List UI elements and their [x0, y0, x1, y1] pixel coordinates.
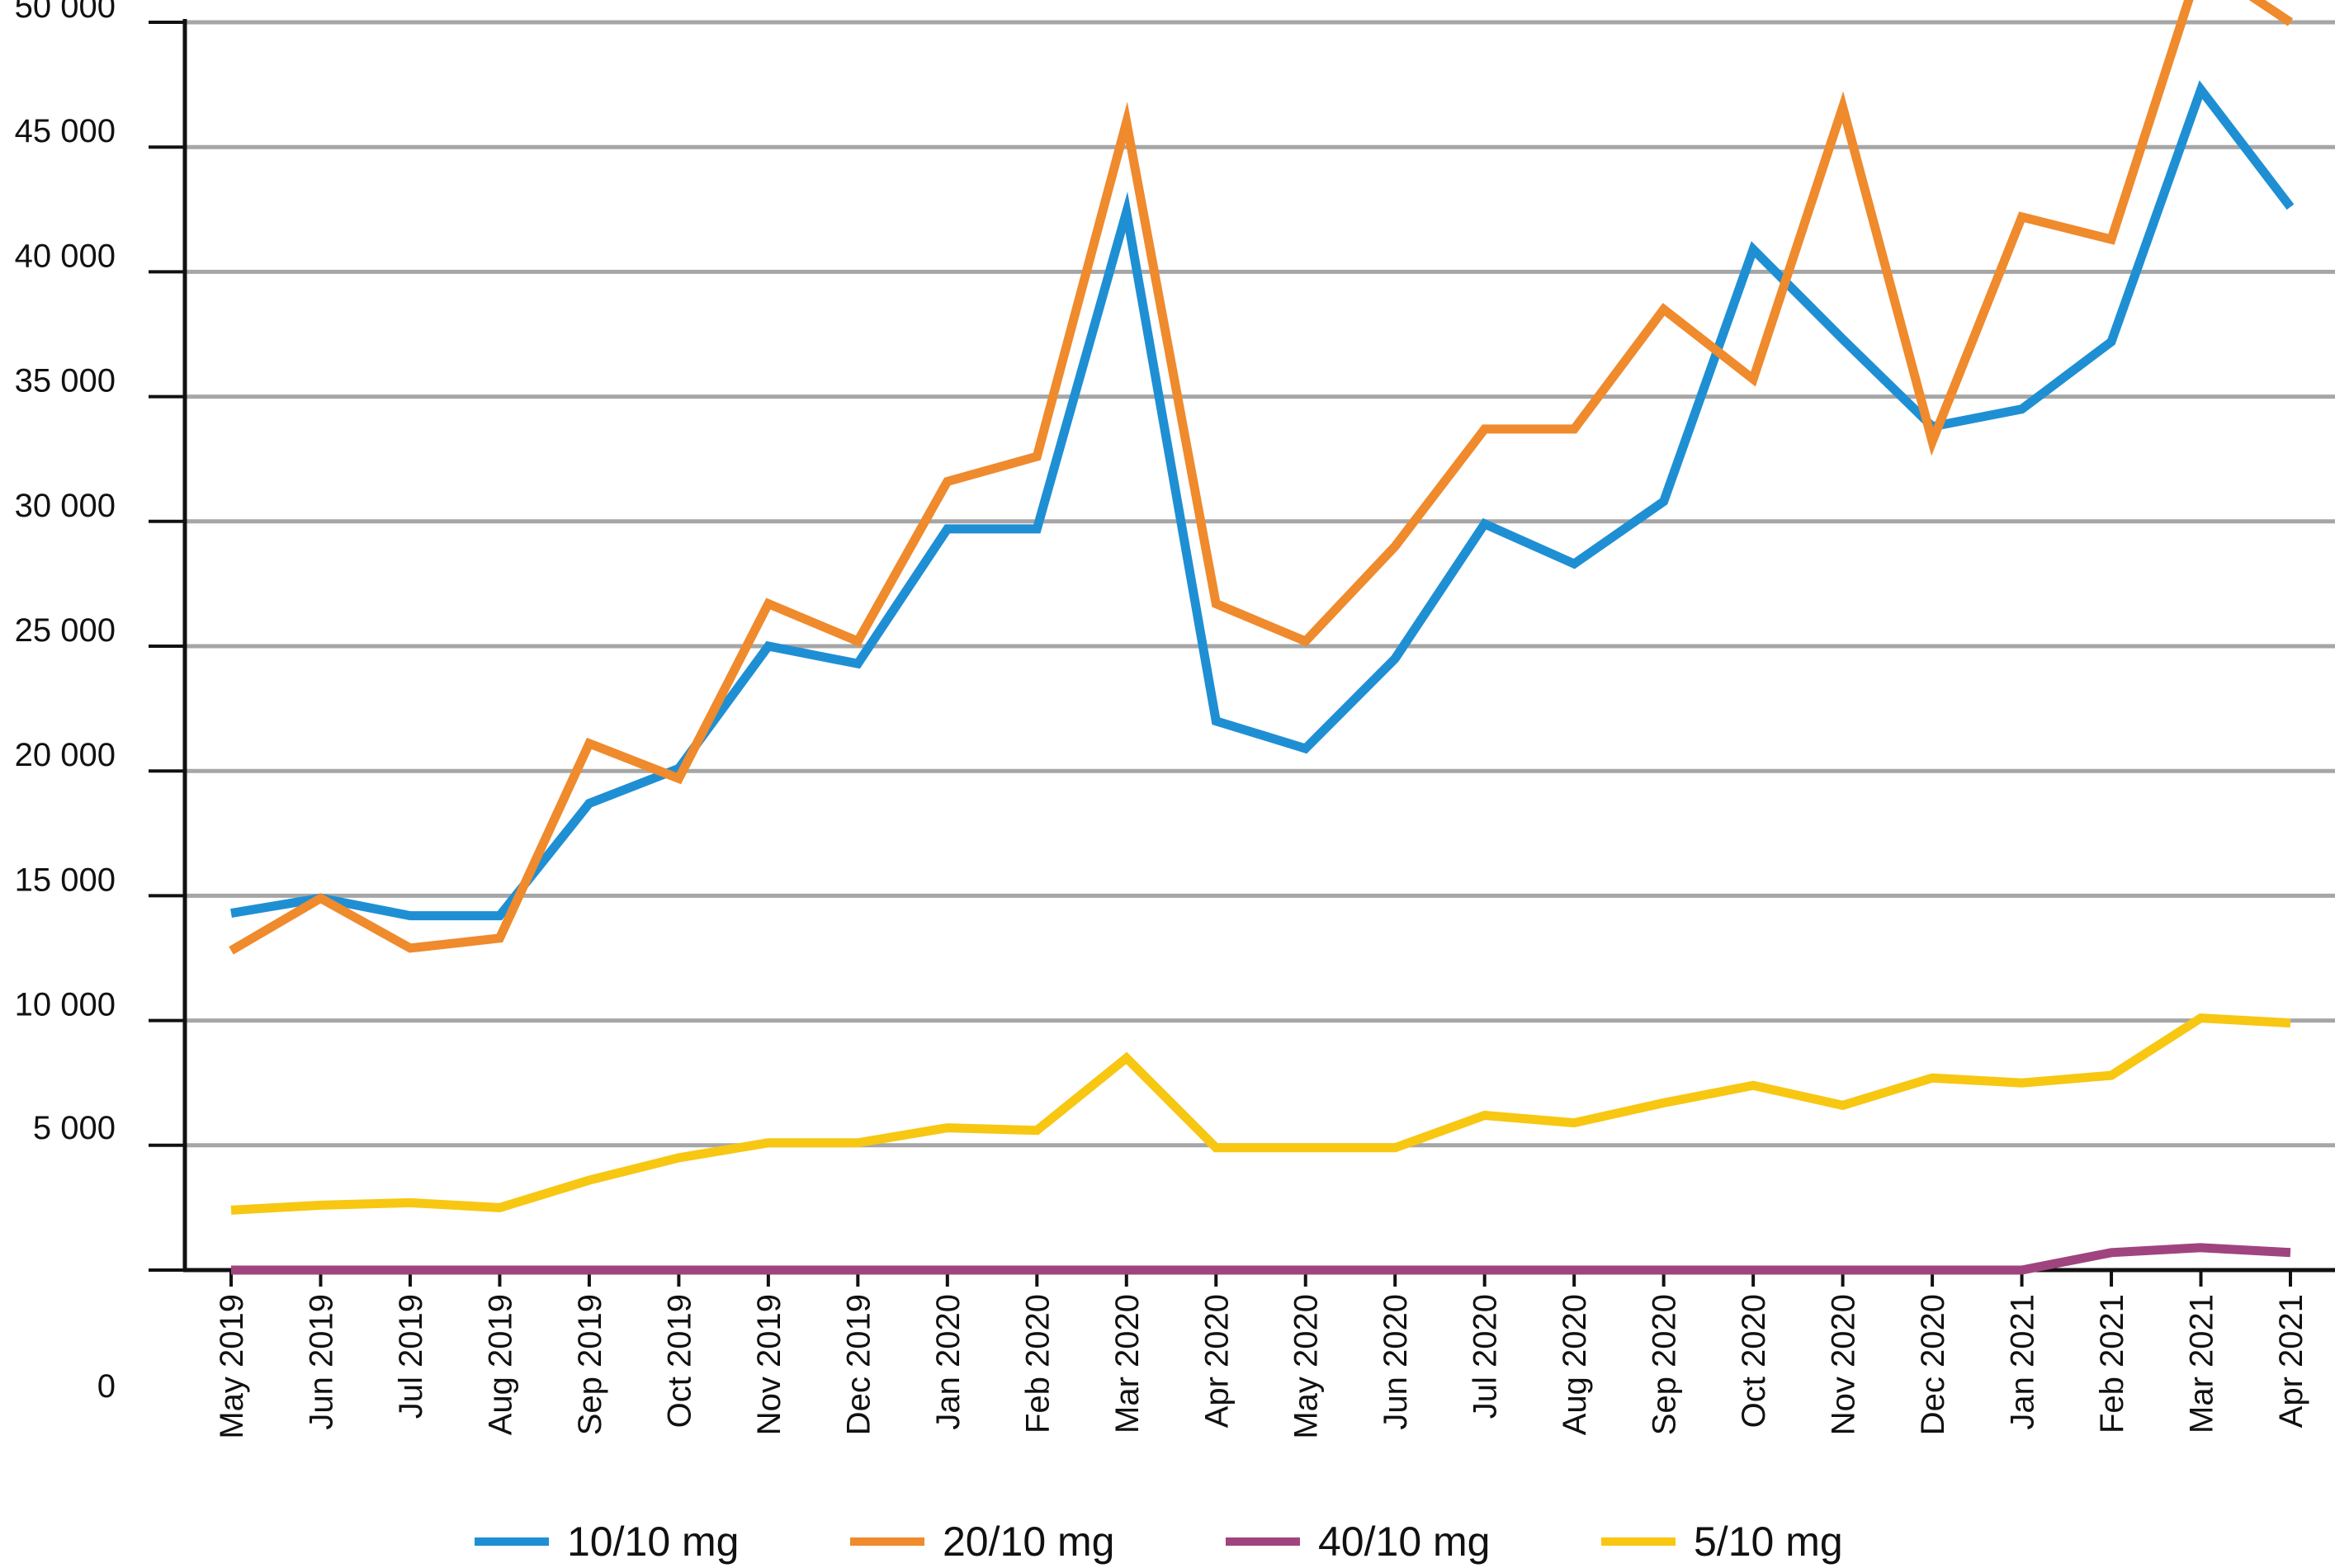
x-tick-label: Dec 2020 — [1915, 1294, 1951, 1435]
y-tick-label: 0 — [97, 1368, 116, 1405]
x-tick-label: Feb 2021 — [2094, 1294, 2130, 1433]
gridlines — [185, 20, 2335, 1148]
x-tick-label: Aug 2019 — [482, 1294, 518, 1435]
y-tick-label: 20 000 — [15, 737, 116, 773]
x-tick-label: Nov 2019 — [751, 1294, 787, 1435]
y-tick-label: 35 000 — [15, 363, 116, 399]
x-tick-label: Jan 2021 — [2005, 1294, 2041, 1430]
y-tick-label: 45 000 — [15, 113, 116, 149]
x-tick-label: Sep 2019 — [572, 1294, 608, 1435]
legend: 10/10 mg 20/10 mg 40/10 mg 5/10 mg — [475, 1518, 1843, 1565]
y-tick-label: 10 000 — [15, 987, 116, 1023]
series-lines — [229, 0, 2295, 1275]
series-line-10-10-mg — [230, 80, 2295, 921]
y-tick-label: 50 000 — [15, 0, 116, 25]
legend-label: 5/10 mg — [1694, 1518, 1843, 1565]
series-line-40-10-mg — [231, 1243, 2291, 1275]
series-line-5-10-mg — [230, 1013, 2291, 1215]
y-tick-label: 40 000 — [15, 238, 116, 274]
x-tick-label: Apr 2021 — [2273, 1294, 2309, 1428]
x-tick-label: May 2020 — [1288, 1294, 1325, 1439]
y-tick-label: 5 000 — [33, 1110, 116, 1146]
x-tick-label: Mar 2021 — [2184, 1294, 2220, 1433]
x-tick-label: Jan 2020 — [930, 1294, 967, 1430]
x-tick-label: Jun 2020 — [1378, 1294, 1414, 1430]
x-tick-label: Dec 2019 — [840, 1294, 877, 1435]
x-tick-label: Jul 2020 — [1468, 1294, 1504, 1419]
x-tick-label: Oct 2020 — [1736, 1294, 1772, 1428]
legend-label: 20/10 mg — [943, 1518, 1114, 1565]
y-tick-label: 15 000 — [15, 862, 116, 898]
axes — [149, 19, 2335, 1287]
legend-label: 10/10 mg — [567, 1518, 739, 1565]
x-tick-label: Nov 2020 — [1826, 1294, 1862, 1435]
series-line-20-10-mg — [229, 0, 2294, 955]
x-tick-label: Apr 2020 — [1198, 1294, 1235, 1428]
x-tick-label: Mar 2020 — [1109, 1294, 1146, 1433]
x-tick-label: Jun 2019 — [303, 1294, 339, 1430]
legend-label: 40/10 mg — [1318, 1518, 1490, 1565]
y-tick-label: 25 000 — [15, 612, 116, 649]
y-tick-label: 30 000 — [15, 488, 116, 524]
x-tick-label: May 2019 — [214, 1294, 250, 1439]
x-tick-label: Jul 2019 — [393, 1294, 429, 1419]
x-tick-label: Sep 2020 — [1647, 1294, 1683, 1435]
x-tick-label: Feb 2020 — [1019, 1294, 1056, 1433]
x-tick-label: Oct 2019 — [661, 1294, 697, 1428]
x-tick-labels: May 2019 Jun 2019 Jul 2019 Aug 2019 Sep 2019… — [214, 1294, 2309, 1439]
x-tick-label: Aug 2020 — [1557, 1294, 1593, 1435]
y-tick-labels: 0 5 000 10 000 15 000 20 000 25 000 30 000 35 0… — [15, 0, 116, 1405]
